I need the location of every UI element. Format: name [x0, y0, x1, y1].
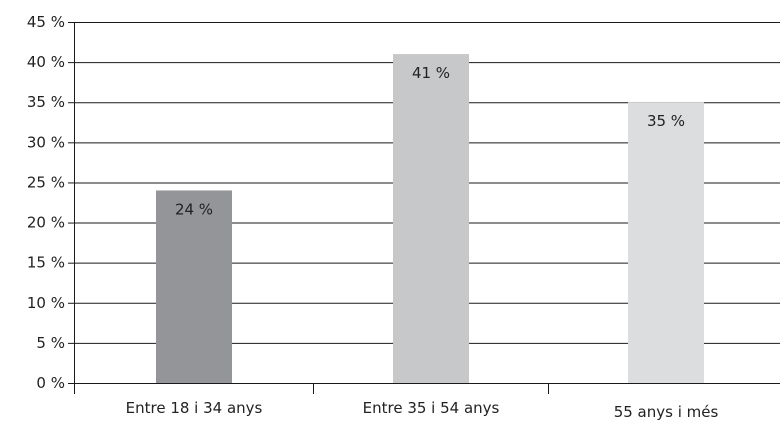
y-tick-label: 20 % — [27, 214, 65, 232]
y-tick-label: 35 % — [27, 93, 65, 111]
y-tick-label: 25 % — [27, 173, 65, 191]
bar — [393, 54, 469, 383]
bar — [156, 190, 232, 383]
data-label: 24 % — [175, 200, 213, 218]
y-tick-label: 40 % — [27, 53, 65, 71]
labels: 0 % 5 % 10 % 15 % 20 % 25 % 30 % 35 % 40 % 45 % 24… — [27, 13, 719, 421]
y-tick-label: 5 % — [36, 334, 65, 352]
x-category-label: Entre 18 i 34 anys — [126, 399, 263, 417]
bars — [156, 54, 704, 383]
axes — [68, 22, 780, 394]
y-tick-label: 45 % — [27, 13, 65, 31]
x-category-label: 55 anys i més — [614, 403, 719, 421]
y-tick-label: 10 % — [27, 294, 65, 312]
data-label: 41 % — [412, 64, 450, 82]
x-category-label: Entre 35 i 54 anys — [363, 399, 500, 417]
y-tick-label: 0 % — [36, 374, 65, 392]
data-label: 35 % — [647, 112, 685, 130]
y-tick-label: 15 % — [27, 254, 65, 272]
bar — [628, 102, 704, 383]
y-tick-label: 30 % — [27, 133, 65, 151]
